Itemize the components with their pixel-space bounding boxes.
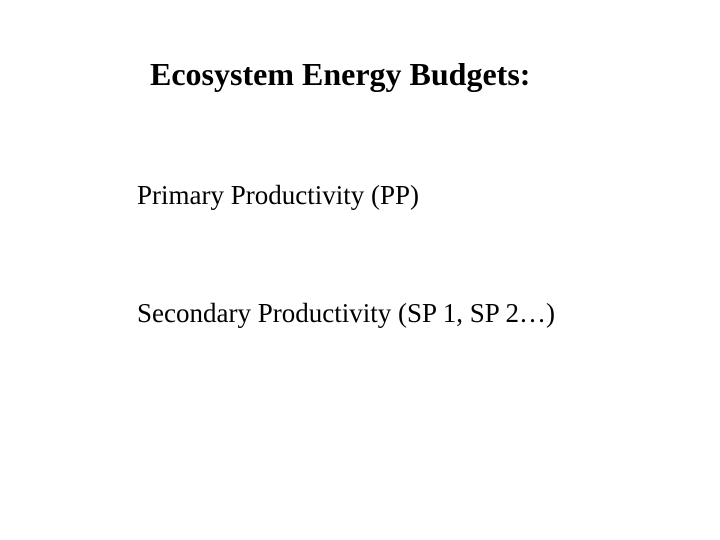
slide-title: Ecosystem Energy Budgets:	[150, 56, 530, 93]
body-text-primary-productivity: Primary Productivity (PP)	[137, 180, 419, 211]
body-text-secondary-productivity: Secondary Productivity (SP 1, SP 2…)	[137, 298, 555, 329]
